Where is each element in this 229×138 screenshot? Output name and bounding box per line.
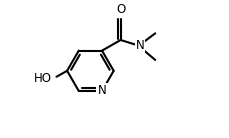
Text: HO: HO [34,72,52,85]
Text: O: O [115,3,125,16]
Text: N: N [135,39,144,52]
Text: N: N [97,84,106,97]
